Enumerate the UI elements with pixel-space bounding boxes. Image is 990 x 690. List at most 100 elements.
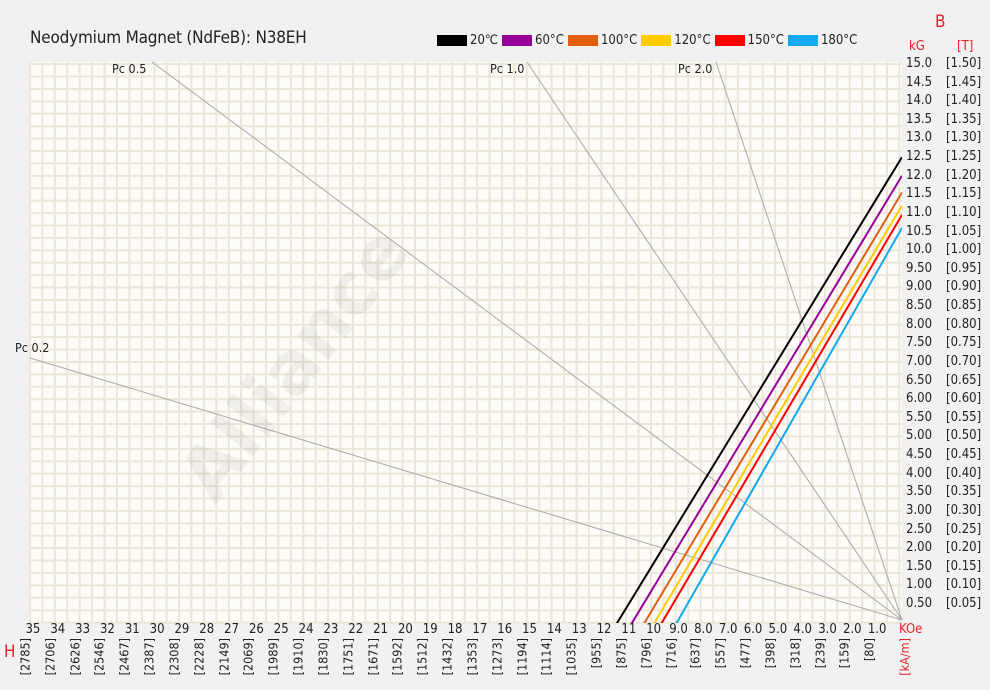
x-tick-kam: [1273] — [489, 638, 505, 676]
legend-item: 150°C — [714, 33, 784, 48]
x-tick-koe: 32 — [99, 622, 115, 637]
y-tick-kg: 12.5 — [906, 149, 933, 165]
legend-swatch — [787, 35, 818, 46]
y-tick-kg: 13.5 — [906, 111, 933, 127]
y-tick-kg: 4.50 — [906, 447, 933, 463]
y-tick-kg: 11.0 — [906, 204, 933, 220]
x-tick-kam: [1512] — [414, 638, 430, 676]
x-tick-koe: 14 — [546, 622, 562, 637]
y-tick-label: 14.5 [1.45] — [906, 75, 981, 90]
x-axis-title: H — [4, 642, 16, 662]
y-tick-label: 3.00 [0.30] — [906, 502, 981, 518]
y-tick-kg: 11.5 — [906, 186, 933, 202]
y-tick-tesla: [1.45] — [946, 74, 982, 90]
x-tick-koe: 15 — [522, 622, 537, 637]
y-tick-label: 7.50 [0.75] — [906, 335, 981, 350]
x-tick-kam: [2785] — [17, 638, 33, 676]
y-tick-tesla: [0.60] — [946, 391, 982, 407]
legend-item: 120°C — [641, 33, 711, 48]
y-tick-kg: 10.0 — [906, 242, 933, 258]
y-tick-tesla: [0.75] — [946, 335, 982, 351]
y-tick-tesla: [0.85] — [946, 298, 982, 314]
x-tick-kam: [1751] — [340, 638, 356, 676]
legend-swatch — [437, 35, 467, 46]
y-tick-label: 14.0 [1.40] — [906, 93, 981, 108]
y-tick-label: 5.50 [0.55] — [906, 410, 981, 425]
x-tick-kam: [239] — [812, 638, 827, 669]
y-tick-tesla: [1.30] — [946, 130, 982, 146]
y-tick-label: 9.50 [0.95] — [906, 261, 981, 276]
load-line-label: Pc 0.5 — [112, 61, 147, 76]
x-tick-kam: [2387] — [141, 638, 157, 676]
y-tick-kg: 3.00 — [906, 502, 933, 518]
y-tick-tesla: [1.25] — [946, 149, 982, 165]
y-tick-label: 9.00 [0.90] — [906, 279, 981, 295]
x-tick-koe: 29 — [174, 622, 190, 637]
x-tick-koe: 26 — [248, 622, 264, 637]
x-tick-koe: 3.0 — [818, 622, 837, 637]
x-tick-koe: 30 — [149, 622, 165, 637]
legend-label: 180°C — [820, 33, 858, 48]
y-tick-tesla: [0.05] — [946, 595, 982, 611]
legend: 20℃ 60°C 100°C 120°C 150°C 180°C — [437, 33, 861, 48]
x-tick-kam: [477] — [737, 638, 753, 669]
y-tick-label: 1.00 [0.10] — [906, 577, 981, 593]
legend-swatch — [714, 35, 745, 46]
y-tick-kg: 5.00 — [906, 428, 933, 444]
x-tick-kam: [2308] — [166, 638, 182, 676]
x-tick-kam: [2706] — [42, 638, 58, 676]
x-tick-koe: 28 — [199, 622, 215, 637]
y-tick-kg: 15.0 — [906, 56, 933, 71]
y-tick-tesla: [0.20] — [946, 540, 982, 556]
y-tick-tesla: [1.35] — [946, 111, 982, 127]
x-tick-koe: 21 — [373, 622, 389, 637]
y-tick-tesla: [0.10] — [946, 577, 982, 593]
y-axis-title: B — [935, 12, 946, 32]
y-tick-kg: 4.00 — [906, 465, 933, 481]
y-tick-kg: 3.50 — [906, 484, 933, 500]
y-tick-label: 15.0 [1.50] — [906, 56, 981, 71]
x-tick-koe: 11 — [621, 622, 637, 637]
x-tick-kam: [1989] — [265, 638, 281, 676]
legend-item: 20℃ — [437, 33, 498, 48]
y-tick-kg: 1.00 — [906, 577, 933, 593]
x-tick-kam: [637] — [687, 638, 703, 669]
chart-title: Neodymium Magnet (NdFeB): N38EH — [30, 28, 307, 48]
x-tick-kam: [716] — [663, 638, 679, 669]
x-tick-koe: 6.0 — [743, 622, 763, 637]
legend-label: 150°C — [747, 33, 784, 48]
x-tick-kam: [398] — [762, 638, 778, 669]
legend-label: 100°C — [600, 33, 638, 48]
y-tick-tesla: [0.30] — [946, 502, 982, 518]
y-tick-tesla: [0.40] — [946, 465, 982, 481]
legend-item: 60°C — [502, 33, 564, 48]
x-tick-kam: [2626] — [67, 638, 83, 676]
legend-swatch — [641, 35, 672, 46]
y-tick-kg: 9.00 — [906, 279, 933, 295]
x-tick-koe: 7.0 — [718, 622, 738, 637]
x-tick-koe: 2.0 — [843, 622, 862, 637]
y-axis-unit-primary: kG — [909, 39, 925, 54]
y-tick-kg: 12.0 — [906, 167, 933, 183]
y-tick-tesla: [0.90] — [946, 279, 982, 295]
y-tick-kg: 7.00 — [906, 353, 933, 369]
y-tick-tesla: [1.20] — [946, 167, 982, 183]
y-tick-label: 8.00 [0.80] — [906, 317, 981, 332]
y-tick-label: 0.50 [0.05] — [906, 596, 981, 611]
x-tick-kam: [318] — [787, 638, 803, 669]
y-axis-unit-secondary: [T] — [957, 39, 974, 54]
x-tick-koe: 5.0 — [768, 622, 788, 637]
x-tick-koe: 13 — [571, 622, 587, 637]
x-tick-kam: [1910] — [290, 638, 306, 676]
y-tick-label: 12.5 [1.25] — [906, 149, 981, 165]
y-tick-tesla: [1.00] — [946, 242, 982, 258]
x-tick-koe: 10 — [646, 622, 662, 637]
plot-background — [30, 62, 902, 623]
curves — [615, 156, 902, 623]
y-tick-label: 7.00 [0.70] — [906, 353, 981, 369]
y-tick-tesla: [0.80] — [946, 316, 982, 332]
y-tick-kg: 2.00 — [906, 540, 933, 556]
y-tick-label: 11.5 [1.15] — [906, 186, 981, 202]
x-tick-koe: 12 — [596, 622, 612, 637]
